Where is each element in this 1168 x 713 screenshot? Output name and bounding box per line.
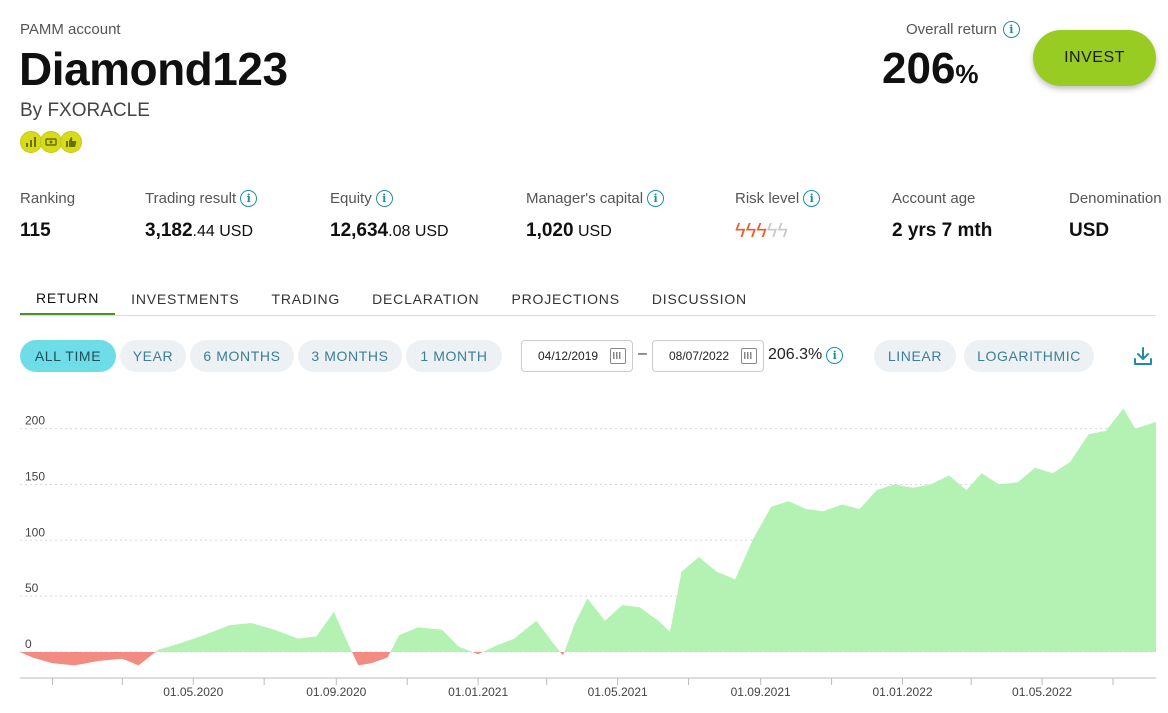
x-tick-label: 01.05.2021 xyxy=(588,685,648,699)
period-1-month-button[interactable]: 1 MONTH xyxy=(406,340,502,372)
stat-dec: .08 xyxy=(388,223,411,240)
return-chart: 200 150 100 50 0 01.05.2020 01.09.2020 01.01.20… xyxy=(20,408,1156,699)
stat-value: 1,020 USD xyxy=(526,220,664,242)
info-icon[interactable]: i xyxy=(1002,21,1020,38)
stat-risk-level: Risk level i ϟ ϟ ϟ ϟ ϟ xyxy=(735,189,821,242)
overall-return-value: 206% xyxy=(882,44,979,94)
tab-discussion[interactable]: DISCUSSION xyxy=(651,291,747,307)
stat-value: USD xyxy=(1069,220,1110,241)
overall-return-unit: % xyxy=(955,59,979,89)
calendar-icon[interactable] xyxy=(610,348,626,364)
period-6-months-button[interactable]: 6 MONTHS xyxy=(190,340,294,372)
y-tick-label: 100 xyxy=(25,525,45,539)
date-to-value: 08/07/2022 xyxy=(669,349,730,363)
tab-bar: RETURN INVESTMENTS TRADING DECLARATION P… xyxy=(20,283,1156,316)
date-from-value: 04/12/2019 xyxy=(538,349,599,363)
info-icon[interactable]: i xyxy=(240,189,258,207)
date-to-field[interactable]: 08/07/2022 xyxy=(652,340,764,372)
tab-investments[interactable]: INVESTMENTS xyxy=(131,291,240,307)
overall-return-label: Overall return i xyxy=(906,21,1020,38)
stat-ranking: Ranking 115 xyxy=(20,189,75,242)
range-return-value: 206.3% xyxy=(768,346,823,363)
bolt-icon: ϟ xyxy=(745,220,757,242)
negative-area xyxy=(20,652,1156,666)
x-tick-label: 01.09.2020 xyxy=(306,685,366,699)
calendar-icon[interactable] xyxy=(741,348,757,364)
stat-label: Denomination xyxy=(1069,189,1162,207)
date-range-separator: – xyxy=(638,345,647,362)
stat-trading-result: Trading result i 3,182.44 USD xyxy=(145,189,258,242)
stat-int: 1,020 xyxy=(526,220,574,241)
stat-label: Ranking xyxy=(20,189,76,207)
risk-level-indicator: ϟ ϟ ϟ ϟ ϟ xyxy=(735,220,820,242)
info-icon[interactable]: i xyxy=(826,346,844,364)
bolt-icon: ϟ xyxy=(756,220,767,242)
period-year-button[interactable]: YEAR xyxy=(120,340,186,372)
page-title: Diamond123 xyxy=(19,43,288,95)
x-tick-label: 01.05.2022 xyxy=(1012,685,1072,699)
y-tick-label: 200 xyxy=(25,414,45,428)
y-tick-label: 0 xyxy=(25,637,32,651)
stat-label: Account age xyxy=(892,189,976,207)
stat-value: 12,634.08 USD xyxy=(330,220,449,242)
stat-dec: .44 xyxy=(192,223,215,240)
overall-return-number: 206 xyxy=(882,44,956,93)
invest-button[interactable]: INVEST xyxy=(1033,30,1156,86)
account-type-label: PAMM account xyxy=(20,21,121,38)
bolt-icon: ϟ xyxy=(777,220,788,242)
stat-label-text: Manager's capital xyxy=(526,189,644,207)
info-icon[interactable]: i xyxy=(375,189,393,207)
bolt-icon: ϟ xyxy=(766,220,778,242)
stat-currency: USD xyxy=(410,223,449,240)
stat-label-text: Risk level xyxy=(735,189,800,207)
y-tick-label: 50 xyxy=(25,581,39,595)
stat-label: Manager's capital i xyxy=(526,189,665,207)
info-icon[interactable]: i xyxy=(803,189,821,207)
stat-int: 3,182 xyxy=(145,220,193,241)
stat-value: 115 xyxy=(20,220,51,241)
stat-managers-capital: Manager's capital i 1,020 USD xyxy=(526,189,665,242)
tab-declaration[interactable]: DECLARATION xyxy=(372,291,480,307)
badge-group xyxy=(20,131,82,153)
chart-badge-icon[interactable] xyxy=(20,131,42,153)
stat-currency: USD xyxy=(214,223,254,240)
stat-denomination: Denomination USD xyxy=(1069,189,1162,242)
tab-trading[interactable]: TRADING xyxy=(271,291,341,307)
stat-label-text: Trading result xyxy=(145,189,237,207)
stat-value: 3,182.44 USD xyxy=(145,220,257,242)
date-from-field[interactable]: 04/12/2019 xyxy=(521,340,633,372)
overall-return-label-text: Overall return xyxy=(906,21,997,38)
period-all-time-button[interactable]: ALL TIME xyxy=(20,340,116,372)
x-tick-label: 01.09.2021 xyxy=(731,685,791,699)
x-tick-label: 01.05.2020 xyxy=(163,685,223,699)
bolt-icon: ϟ xyxy=(735,220,746,242)
tab-projections[interactable]: PROJECTIONS xyxy=(511,291,620,307)
stat-label: Equity i xyxy=(330,189,449,207)
period-3-months-button[interactable]: 3 MONTHS xyxy=(298,340,402,372)
stat-label-text: Equity xyxy=(330,189,372,207)
y-tick-label: 150 xyxy=(25,469,45,483)
x-tick-label: 01.01.2021 xyxy=(448,685,508,699)
download-icon[interactable] xyxy=(1132,345,1154,367)
stat-int: 12,634 xyxy=(330,220,389,241)
stat-currency: USD xyxy=(573,223,612,240)
tab-return[interactable]: RETURN xyxy=(20,283,116,315)
stat-value: 2 yrs 7 mth xyxy=(892,220,993,241)
x-tick-label: 01.01.2022 xyxy=(872,685,932,699)
scale-linear-button[interactable]: LINEAR xyxy=(874,340,956,372)
stat-equity: Equity i 12,634.08 USD xyxy=(330,189,449,242)
stat-account-age: Account age 2 yrs 7 mth xyxy=(892,189,992,242)
stat-label: Risk level i xyxy=(735,189,821,207)
positive-area xyxy=(20,408,1156,652)
stat-label: Trading result i xyxy=(145,189,258,207)
manager-name[interactable]: By FXORACLE xyxy=(20,100,150,121)
thumbs-up-badge-icon[interactable] xyxy=(60,131,82,153)
info-icon[interactable]: i xyxy=(647,189,665,207)
scale-logarithmic-button[interactable]: LOGARITHMIC xyxy=(964,340,1094,372)
money-badge-icon[interactable] xyxy=(40,131,62,153)
range-return: 206.3% i xyxy=(768,346,844,364)
